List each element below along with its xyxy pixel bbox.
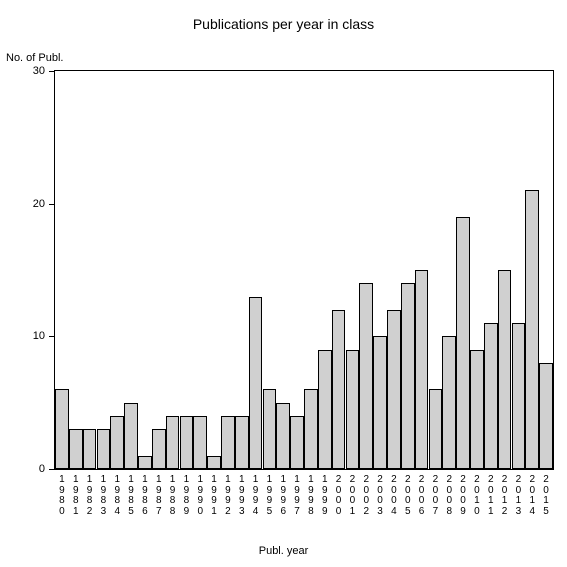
bar [221,416,235,469]
x-tick-label: 1 9 9 1 [209,475,219,517]
bar [470,350,484,469]
x-tick-label: 2 0 0 8 [444,475,454,517]
x-tick-label: 1 9 8 3 [98,475,108,517]
y-tick-label: 0 [39,463,45,475]
bar [290,416,304,469]
x-tick-label: 2 0 1 2 [500,475,510,517]
x-tick-label: 2 0 0 6 [417,475,427,517]
x-tick-label: 1 9 9 5 [264,475,274,517]
x-tick-label: 1 9 8 1 [71,475,81,517]
x-tick-label: 2 0 0 0 [334,475,344,517]
x-tick-label: 1 9 9 3 [237,475,247,517]
x-tick-label: 2 0 1 5 [541,475,551,517]
y-tick [49,336,55,337]
bar [152,429,166,469]
bar [124,403,138,469]
bar [346,350,360,469]
x-tick-label: 2 0 0 3 [375,475,385,517]
bar [525,190,539,469]
x-tick-label: 2 0 0 1 [347,475,357,517]
y-tick-label: 30 [33,65,45,77]
x-tick-label: 2 0 1 3 [513,475,523,517]
bar [429,389,443,469]
bar [263,389,277,469]
bar [332,310,346,469]
bar [442,336,456,469]
x-tick-label: 1 9 8 4 [112,475,122,517]
bar [207,456,221,469]
x-tick-label: 1 9 9 6 [278,475,288,517]
bar [373,336,387,469]
x-tick-label: 2 0 0 9 [458,475,468,517]
x-tick-label: 2 0 1 0 [472,475,482,517]
bar [276,403,290,469]
bar [387,310,401,469]
x-tick-label: 2 0 1 1 [486,475,496,517]
x-tick-label: 1 9 8 7 [154,475,164,517]
chart-title: Publications per year in class [0,16,567,32]
bar [235,416,249,469]
x-tick-label: 2 0 1 4 [527,475,537,517]
x-tick-label: 2 0 0 2 [361,475,371,517]
y-tick [49,204,55,205]
x-tick-label: 2 0 0 5 [403,475,413,517]
x-tick-label: 1 9 9 0 [195,475,205,517]
bar [539,363,553,469]
x-tick-label: 1 9 9 4 [251,475,261,517]
bars-group [55,71,553,469]
x-tick-label: 1 9 8 0 [57,475,67,517]
y-tick [49,71,55,72]
y-axis-title: No. of Publ. [6,52,63,64]
x-tick-label: 2 0 0 7 [430,475,440,517]
x-tick-label: 1 9 9 2 [223,475,233,517]
y-tick-label: 20 [33,198,45,210]
bar [304,389,318,469]
bar [97,429,111,469]
bar [456,217,470,469]
bar [318,350,332,469]
y-tick-label: 10 [33,330,45,342]
bar [512,323,526,469]
bar [69,429,83,469]
x-tick-label: 1 9 8 8 [168,475,178,517]
x-tick-label: 1 9 9 9 [320,475,330,517]
bar [83,429,97,469]
bar [180,416,194,469]
bar [193,416,207,469]
bar [498,270,512,469]
publications-bar-chart: Publications per year in class No. of Pu… [0,0,567,567]
bar [401,283,415,469]
x-tick-label: 1 9 8 9 [181,475,191,517]
x-axis-title: Publ. year [0,545,567,557]
bar [166,416,180,469]
plot-area: 01020301 9 8 01 9 8 11 9 8 21 9 8 31 9 8… [54,70,554,470]
bar [110,416,124,469]
x-tick-label: 1 9 8 5 [126,475,136,517]
bar [55,389,69,469]
bar [415,270,429,469]
x-tick-label: 1 9 8 2 [85,475,95,517]
bar [138,456,152,469]
x-tick-label: 2 0 0 4 [389,475,399,517]
bar [484,323,498,469]
x-tick-label: 1 9 9 7 [292,475,302,517]
bar [359,283,373,469]
y-tick [49,469,55,470]
x-tick-label: 1 9 8 6 [140,475,150,517]
x-tick-label: 1 9 9 8 [306,475,316,517]
bar [249,297,263,469]
